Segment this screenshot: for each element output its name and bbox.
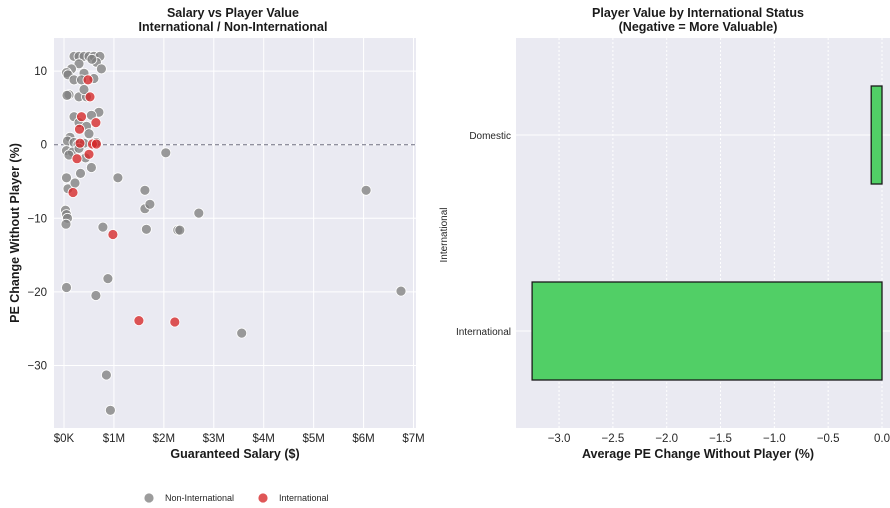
bar-domestic <box>870 85 883 185</box>
data-point <box>69 177 81 189</box>
x-tick-label: −1.5 <box>709 433 732 445</box>
scatter-x-axis-label: Guaranteed Salary ($) <box>170 447 299 461</box>
data-point <box>84 91 96 103</box>
data-point <box>78 84 90 95</box>
data-point <box>96 63 107 75</box>
series-non-international <box>60 51 407 416</box>
data-point <box>91 138 102 150</box>
data-point <box>133 315 145 327</box>
data-point <box>61 90 73 101</box>
category-label: Domestic <box>469 131 511 142</box>
x-tick-label: $0K <box>54 433 75 445</box>
legend-label-international: International <box>279 493 329 503</box>
series-international <box>67 74 181 328</box>
x-tick-label: −3.0 <box>548 433 571 445</box>
x-tick-label: $4M <box>253 433 275 445</box>
x-tick-label: $1M <box>103 433 125 445</box>
x-tick-label: −0.5 <box>817 433 840 445</box>
x-tick-label: $2M <box>153 433 175 445</box>
data-point <box>107 229 119 240</box>
bar-y-axis-label: International <box>439 207 450 262</box>
data-point <box>61 172 72 184</box>
legend-marker-international <box>257 492 269 504</box>
data-point <box>60 218 72 230</box>
data-point <box>193 207 205 219</box>
data-point <box>112 172 124 184</box>
x-tick-label: −1.0 <box>763 433 786 445</box>
data-point <box>174 224 186 236</box>
data-point <box>90 117 102 128</box>
scatter-x-ticks: $0K $1M $2M $3M $4M $5M $6M $7M <box>54 433 425 445</box>
data-point <box>140 223 152 235</box>
data-point <box>90 290 102 301</box>
x-tick-label: −2.0 <box>655 433 678 445</box>
data-point <box>169 316 181 328</box>
legend-marker-non-international <box>143 492 155 504</box>
data-point <box>395 285 407 297</box>
data-point <box>83 148 95 160</box>
x-tick-label: −2.5 <box>602 433 625 445</box>
bar-international <box>531 281 883 381</box>
data-point <box>139 184 151 196</box>
legend-label-non-international: Non-International <box>165 493 234 503</box>
data-point <box>144 198 156 210</box>
y-tick-label: −10 <box>27 213 47 225</box>
data-point <box>105 404 116 416</box>
data-point <box>86 53 98 65</box>
bar-x-ticks: −3.0 −2.5 −2.0 −1.5 −1.0 −0.5 0.0 <box>548 433 890 445</box>
bar-chart: Player Value by International Status (Ne… <box>439 6 890 461</box>
x-tick-label: 0.0 <box>874 433 890 445</box>
scatter-y-ticks: 10 0 −10 −20 −30 <box>27 66 47 372</box>
data-point <box>101 369 112 381</box>
data-point <box>74 137 86 149</box>
data-point <box>160 147 172 159</box>
data-point <box>75 167 86 179</box>
data-point <box>71 153 83 165</box>
data-point <box>61 282 72 293</box>
data-point <box>86 162 97 173</box>
scatter-title: Salary vs Player Value <box>167 6 299 20</box>
scatter-chart: Salary vs Player Value International / N… <box>8 6 425 504</box>
x-tick-label: $6M <box>352 433 374 445</box>
data-point <box>83 128 95 140</box>
bar-x-axis-label: Average PE Change Without Player (%) <box>582 447 814 461</box>
scatter-points <box>60 51 407 416</box>
data-point <box>97 221 109 233</box>
scatter-y-axis-label: PE Change Without Player (%) <box>8 143 22 323</box>
data-point <box>74 123 85 135</box>
x-tick-label: $3M <box>203 433 225 445</box>
scatter-subtitle: International / Non-International <box>139 20 328 34</box>
y-tick-label: 0 <box>41 140 47 152</box>
x-tick-label: $5M <box>302 433 324 445</box>
y-tick-label: −30 <box>27 360 47 372</box>
data-point <box>102 273 114 285</box>
data-point <box>360 184 372 196</box>
legend: Non-International International <box>143 492 329 504</box>
data-point <box>76 111 87 123</box>
bar-category-labels: Domestic International <box>456 131 511 338</box>
data-point <box>67 187 79 198</box>
bar-title: Player Value by International Status <box>592 6 804 20</box>
data-point <box>236 327 248 339</box>
bar-bars <box>531 85 883 381</box>
y-tick-label: −20 <box>27 287 47 299</box>
bar-subtitle: (Negative = More Valuable) <box>619 20 778 34</box>
data-point <box>82 74 94 86</box>
x-tick-label: $7M <box>402 433 424 445</box>
y-tick-label: 10 <box>34 66 47 78</box>
category-label: International <box>456 327 511 338</box>
data-point <box>73 58 85 70</box>
